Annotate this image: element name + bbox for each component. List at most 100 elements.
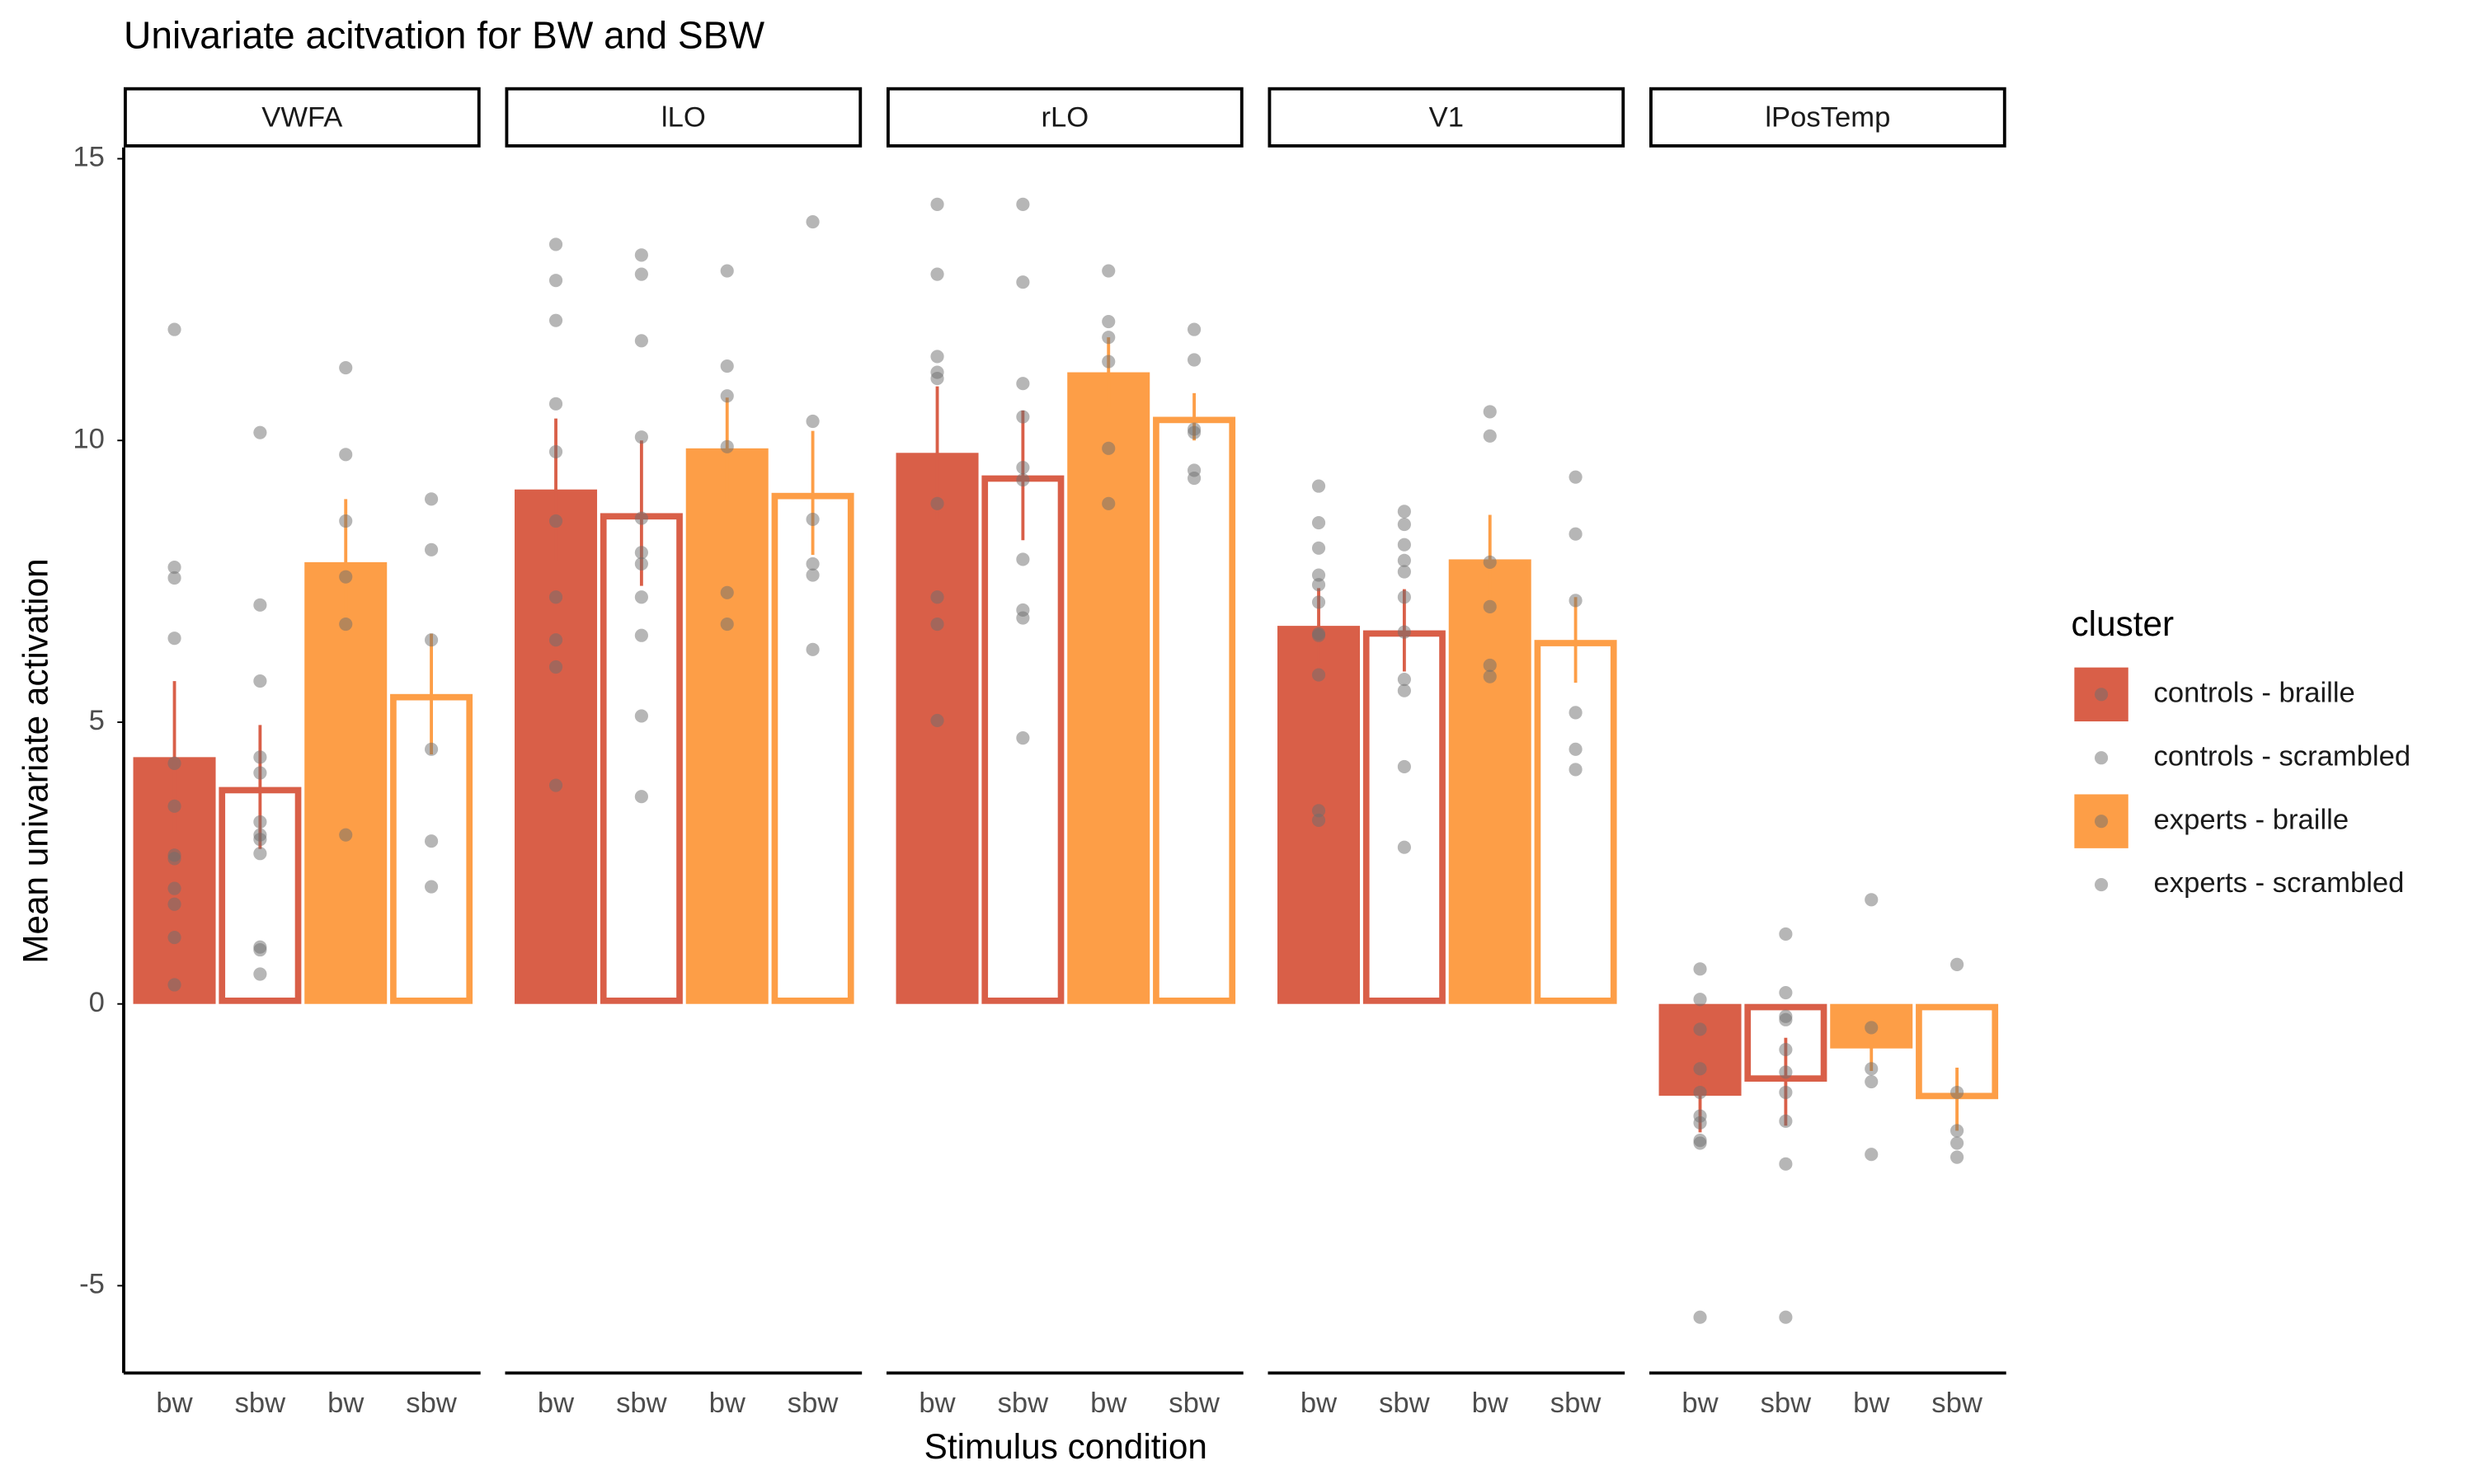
data-point [634,546,648,560]
data-point [930,371,944,386]
data-point [1102,496,1116,510]
data-point [1102,314,1116,329]
data-point [1102,441,1116,455]
data-point [1483,555,1497,569]
data-point [167,560,181,575]
data-point [253,833,267,847]
data-point [634,430,648,444]
data-point [253,425,267,439]
data-point [253,943,267,957]
data-point [1569,470,1583,484]
data-point [1950,1124,1964,1138]
data-point [634,556,648,571]
facet-label: lLO [661,101,706,133]
facet-strip [505,87,863,148]
data-point [930,350,944,364]
data-point [425,542,439,556]
data-point [339,361,353,375]
data-point [1397,590,1411,604]
data-point [1016,275,1030,289]
data-point [930,496,944,510]
data-point [1950,1150,1964,1164]
data-point [1779,1310,1793,1324]
data-point [1483,405,1497,419]
x-tick-label: bw [156,1388,193,1419]
legend-label: controls - scrambled [2154,740,2411,772]
data-point [1397,625,1411,639]
data-point [1102,264,1116,278]
x-tick-label: bw [1681,1388,1719,1419]
data-point [1865,1062,1879,1076]
bar [304,561,388,1004]
data-point [1397,518,1411,532]
data-point [1483,669,1497,683]
x-tick-label: sbw [1379,1388,1431,1419]
data-point [1865,893,1879,907]
data-point [1016,197,1030,211]
x-tick-label: sbw [1931,1388,1983,1419]
data-point [167,897,181,911]
legend-label: experts - braille [2154,804,2349,835]
facet-label: V1 [1429,101,1464,133]
data-point [1865,1148,1879,1162]
data-point [1865,1074,1879,1089]
data-point [930,590,944,604]
data-point [425,633,439,647]
data-point [1779,1012,1793,1026]
data-point [1311,813,1326,827]
data-point [1779,1157,1793,1171]
data-point [1693,1022,1707,1036]
data-point [1102,355,1116,369]
legend-point [2095,815,2109,829]
facet-strip [887,87,1244,148]
facet-strip [1268,87,1625,148]
data-point [930,267,944,281]
data-point [1779,1114,1793,1128]
data-point [1865,1021,1879,1035]
data-point [1188,322,1202,336]
data-point [548,397,563,411]
facet-strip [124,87,481,148]
data-point [1950,1136,1964,1150]
data-point [253,598,267,612]
facet-label: rLO [1041,101,1089,133]
x-tick-label: bw [1300,1388,1338,1419]
x-tick-label: sbw [616,1388,668,1419]
data-point [1016,473,1030,487]
data-point [339,828,353,842]
data-point [930,713,944,728]
data-point [1569,763,1583,777]
data-point [1311,515,1326,530]
data-point [339,617,353,632]
data-point [548,444,563,458]
data-point [930,197,944,211]
data-point [634,790,648,804]
x-tick-label: bw [1090,1388,1127,1419]
data-point [1188,425,1202,439]
data-point [167,852,181,866]
data-point [1397,565,1411,579]
data-point [339,514,353,528]
data-point [1311,578,1326,592]
data-point [634,334,648,348]
x-axis-label: Stimulus condition [924,1427,1207,1466]
data-point [1779,1042,1793,1057]
facet-strip [1649,87,2006,148]
x-tick-label: bw [709,1388,746,1419]
data-point [720,585,734,599]
bar [1153,416,1236,1004]
data-point [720,617,734,632]
data-point [167,978,181,992]
data-point [720,439,734,453]
data-point [1779,1085,1793,1100]
data-point [167,632,181,646]
data-point [1569,706,1583,720]
data-point [1483,658,1497,673]
data-point [806,556,820,571]
data-point [167,571,181,585]
data-point [1016,460,1030,475]
data-point [1311,668,1326,682]
data-point [1188,471,1202,486]
data-point [1569,742,1583,756]
x-tick-label: bw [327,1388,365,1419]
